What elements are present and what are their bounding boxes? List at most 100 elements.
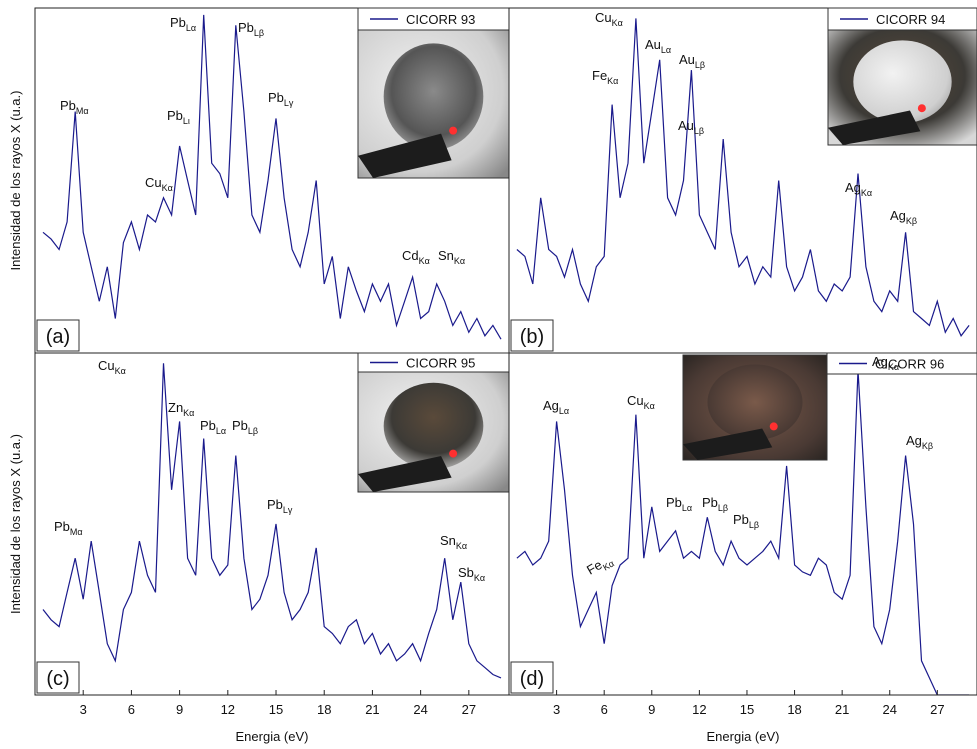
peak-element: Cu: [595, 10, 612, 25]
peak-line: Kα: [454, 256, 465, 266]
y-axis-label: Intensidad de los rayos X (u.a.): [8, 91, 23, 271]
legend-label: CICORR 93: [406, 12, 475, 27]
x-tick-label: 27: [462, 702, 476, 717]
x-tick-label: 21: [835, 702, 849, 717]
peak-annotation: AgKβ: [890, 208, 917, 226]
peak-element: Sn: [438, 248, 454, 263]
peak-line: Lα: [661, 45, 671, 55]
peak-element: Pb: [666, 495, 682, 510]
panel-label: (b): [520, 326, 544, 348]
peak-element: Au: [678, 118, 694, 133]
peak-line: Kα: [861, 188, 872, 198]
peak-annotation: FeKα: [584, 551, 616, 580]
legend-label: CICORR 95: [406, 356, 475, 371]
peak-element: Fe: [592, 68, 607, 83]
peak-annotation: AuLα: [645, 37, 671, 55]
panel-label: (d): [520, 668, 544, 690]
peak-element: Cd: [402, 248, 419, 263]
peak-annotation: PbLβ: [232, 418, 258, 436]
peak-element: Ag: [890, 208, 906, 223]
peak-line: Lβ: [718, 503, 728, 513]
x-tick-label: 9: [176, 702, 183, 717]
peak-line: Kβ: [906, 216, 917, 226]
x-tick-label: 15: [269, 702, 283, 717]
y-axis-label: Intensidad de los rayos X (u.a.): [8, 434, 23, 614]
peak-annotation: PbMα: [54, 519, 83, 537]
peak-line: Lγ: [284, 98, 294, 108]
peak-element: Pb: [702, 495, 718, 510]
x-tick-label: 18: [787, 702, 801, 717]
peak-line: Mα: [70, 527, 83, 537]
peak-annotation: PbLβ: [733, 512, 759, 530]
x-tick-label: 27: [930, 702, 944, 717]
peak-element: Ag: [872, 354, 888, 369]
x-tick-label: 15: [740, 702, 754, 717]
peak-element: Ag: [906, 433, 922, 448]
peak-annotation: SnKα: [438, 248, 465, 266]
x-tick-label: 3: [80, 702, 87, 717]
legend-label: CICORR 94: [876, 12, 945, 27]
peak-element: Sn: [440, 533, 456, 548]
peak-element: Pb: [200, 418, 216, 433]
peak-element: Pb: [238, 20, 254, 35]
peak-annotation: CuKα: [627, 393, 655, 411]
x-tick-label: 3: [553, 702, 560, 717]
peak-annotation: CuKα: [595, 10, 623, 28]
peak-line: Kα: [115, 366, 126, 376]
x-tick-label: 21: [365, 702, 379, 717]
peak-annotation: PbLα: [200, 418, 226, 436]
peak-line: Mα: [76, 106, 89, 116]
peak-annotation: CuKα: [145, 175, 173, 193]
peak-annotation: AgLα: [543, 398, 569, 416]
peak-annotation: ZnKα: [168, 400, 194, 418]
peak-line: Lα: [559, 406, 569, 416]
peak-line: Kα: [888, 362, 899, 372]
x-tick-label: 12: [221, 702, 235, 717]
peak-element: Ag: [845, 180, 861, 195]
peak-element: Cu: [98, 358, 115, 373]
peak-line: Lα: [682, 503, 692, 513]
peak-annotation: SnKα: [440, 533, 467, 551]
peak-line: Lα: [186, 23, 196, 33]
peak-line: Kα: [474, 573, 485, 583]
x-axis-label: Energia (eV): [707, 729, 780, 744]
photo-object: [384, 383, 484, 469]
peak-element: Pb: [733, 512, 749, 527]
panel-label: (c): [46, 668, 69, 690]
peak-element: Au: [645, 37, 661, 52]
peak-line: Kα: [456, 541, 467, 551]
peak-element: Pb: [232, 418, 248, 433]
photo-object: [384, 43, 484, 150]
peak-annotation: FeKα: [592, 68, 618, 86]
peak-line: Kα: [183, 408, 194, 418]
x-tick-label: 6: [128, 702, 135, 717]
peak-element: Ag: [543, 398, 559, 413]
peak-annotation: AuLβ: [679, 52, 705, 70]
peak-element: Cu: [627, 393, 644, 408]
peak-line: Lβ: [254, 28, 264, 38]
peak-line: Lι: [183, 116, 190, 126]
peak-element: Pb: [268, 90, 284, 105]
x-tick-label: 9: [648, 702, 655, 717]
peak-annotation: CdKα: [402, 248, 430, 266]
peak-line: Lβ: [695, 60, 705, 70]
x-tick-label: 24: [413, 702, 427, 717]
peak-element: Pb: [60, 98, 76, 113]
peak-element: Cu: [145, 175, 162, 190]
panel-label: (a): [46, 326, 70, 348]
peak-line: Lα: [216, 426, 226, 436]
peak-element: Au: [679, 52, 695, 67]
laser-spot: [770, 422, 778, 430]
peak-line: Lβ: [248, 426, 258, 436]
photo-object: [853, 40, 951, 123]
x-tick-label: 6: [601, 702, 608, 717]
peak-line: Kα: [612, 18, 623, 28]
peak-line: Lγ: [283, 505, 293, 515]
peak-annotation: AgKβ: [906, 433, 933, 451]
peak-element: Zn: [168, 400, 183, 415]
peak-annotation: PbLβ: [238, 20, 264, 38]
peak-line: Kα: [162, 183, 173, 193]
peak-element: Fe: [584, 557, 605, 578]
peak-annotation: SbKα: [458, 565, 485, 583]
x-axis-label: Energia (eV): [236, 729, 309, 744]
